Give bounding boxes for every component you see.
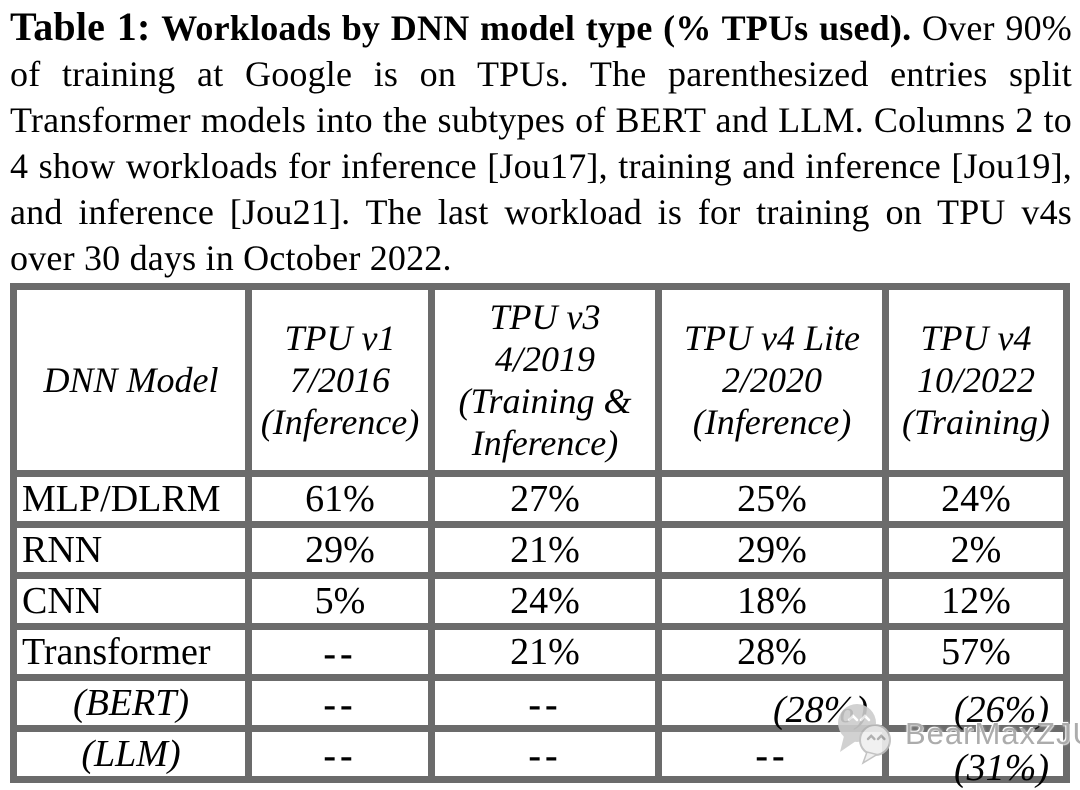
- cell-value: --: [435, 732, 655, 777]
- cell-value-text: (31%): [954, 747, 1049, 789]
- cell-value: --: [252, 732, 428, 777]
- workloads-table: DNN Model TPU v1 7/2016 (Inference) TPU …: [10, 283, 1070, 789]
- row-label-bert: (BERT): [17, 681, 245, 725]
- cell-value: 57%: [889, 630, 1063, 674]
- header-line: TPU v4: [920, 318, 1032, 358]
- cell-value: --: [662, 732, 882, 777]
- cell-value: 28%: [662, 630, 882, 674]
- header-line: Inference): [471, 423, 619, 463]
- cell-value: (31%): [889, 732, 1063, 789]
- column-header-tpu-v1: TPU v1 7/2016 (Inference): [252, 290, 428, 470]
- column-header-tpu-v3: TPU v3 4/2019 (Training & Inference): [435, 290, 655, 470]
- header-line: 2/2020: [721, 360, 822, 400]
- row-label-mlp-dlrm: MLP/DLRM: [17, 477, 245, 521]
- cell-value: 2%: [889, 528, 1063, 572]
- header-line: TPU v1: [284, 318, 396, 358]
- column-header-dnn-model: DNN Model: [17, 290, 245, 470]
- cell-value-text: (26%): [954, 689, 1049, 731]
- cell-value: --: [252, 630, 428, 675]
- caption-body: Over 90% of training at Google is on TPU…: [10, 8, 1072, 278]
- table-caption: Table 1: Workloads by DNN model type (% …: [10, 4, 1072, 281]
- caption-label: Table 1:: [10, 4, 151, 49]
- cell-value: 21%: [435, 528, 655, 572]
- header-line: TPU v3: [489, 297, 601, 337]
- cell-value: (28%): [662, 681, 882, 731]
- cell-value: (26%): [889, 681, 1063, 731]
- caption-title: Workloads by DNN model type (% TPUs used…: [161, 8, 912, 48]
- cell-value: 27%: [435, 477, 655, 521]
- cell-value: 12%: [889, 579, 1063, 623]
- header-line: (Training &: [458, 381, 632, 421]
- cell-value-text: (28%): [773, 689, 868, 731]
- row-label-llm: (LLM): [17, 732, 245, 776]
- header-line: DNN Model: [43, 360, 219, 400]
- cell-value: 29%: [252, 528, 428, 572]
- header-line: 10/2022: [916, 360, 1035, 400]
- cell-value: 5%: [252, 579, 428, 623]
- cell-value: 24%: [435, 579, 655, 623]
- row-label-transformer: Transformer: [17, 630, 245, 674]
- cell-value: 21%: [435, 630, 655, 674]
- cell-value: 29%: [662, 528, 882, 572]
- cell-value: 24%: [889, 477, 1063, 521]
- cell-value: --: [252, 681, 428, 726]
- cell-value: 61%: [252, 477, 428, 521]
- cell-value: 25%: [662, 477, 882, 521]
- cell-value: --: [435, 681, 655, 726]
- column-header-tpu-v4-lite: TPU v4 Lite 2/2020 (Inference): [662, 290, 882, 470]
- cell-value: 18%: [662, 579, 882, 623]
- header-line: (Training): [901, 402, 1051, 442]
- header-line: TPU v4 Lite: [684, 318, 860, 358]
- header-line: 4/2019: [494, 339, 595, 379]
- row-label-cnn: CNN: [17, 579, 245, 623]
- column-header-tpu-v4: TPU v4 10/2022 (Training): [889, 290, 1063, 470]
- header-line: (Inference): [260, 402, 420, 442]
- header-line: (Inference): [692, 402, 852, 442]
- row-label-rnn: RNN: [17, 528, 245, 572]
- header-line: 7/2016: [289, 360, 390, 400]
